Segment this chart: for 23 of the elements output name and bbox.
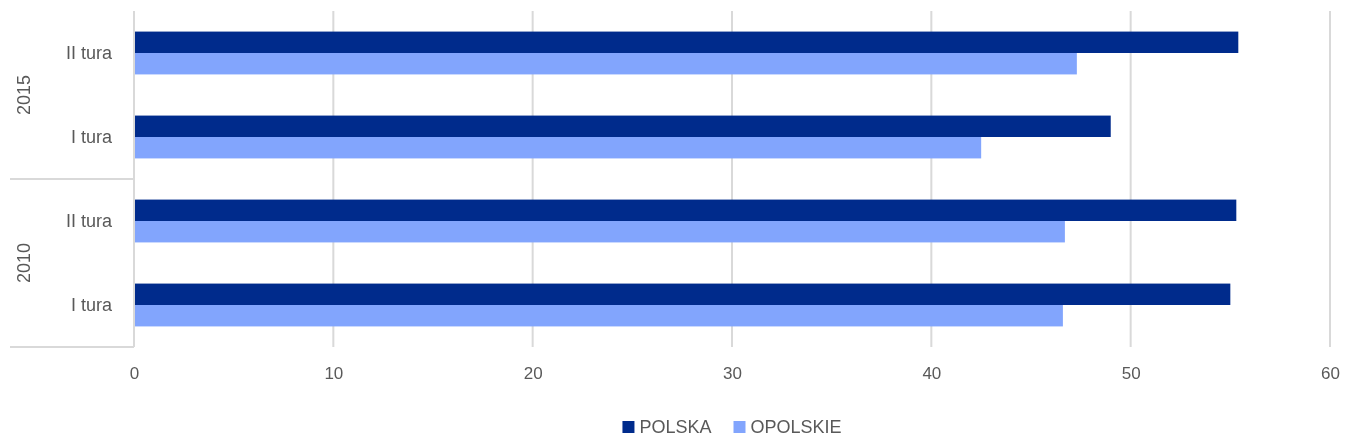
x-tick-label: 40 <box>922 364 942 384</box>
bar <box>134 53 1077 75</box>
x-tick-label: 50 <box>1121 364 1141 384</box>
text: 2015 <box>14 74 34 116</box>
y-tick-label: II tura <box>65 43 113 63</box>
y-tick-label: I tura <box>70 127 113 147</box>
x-tick-label: 30 <box>723 364 742 384</box>
bar <box>134 137 982 159</box>
x-tick-label: 0 <box>129 364 140 384</box>
legend-label: POLSKA <box>639 417 712 437</box>
y-tick-label: I tura <box>70 295 113 315</box>
x-tick-label: 20 <box>523 364 543 384</box>
x-tick-label: 60 <box>1321 364 1340 384</box>
y-tick-label: II tura <box>65 211 113 231</box>
bar <box>134 283 1231 305</box>
bar <box>134 305 1063 327</box>
bar <box>134 31 1239 53</box>
x-tick-label: 10 <box>324 364 344 384</box>
bar <box>134 199 1237 221</box>
legend-label: OPOLSKIE <box>750 417 842 437</box>
bar <box>134 115 1111 137</box>
text: 2010 <box>14 242 34 284</box>
bar <box>134 221 1065 243</box>
